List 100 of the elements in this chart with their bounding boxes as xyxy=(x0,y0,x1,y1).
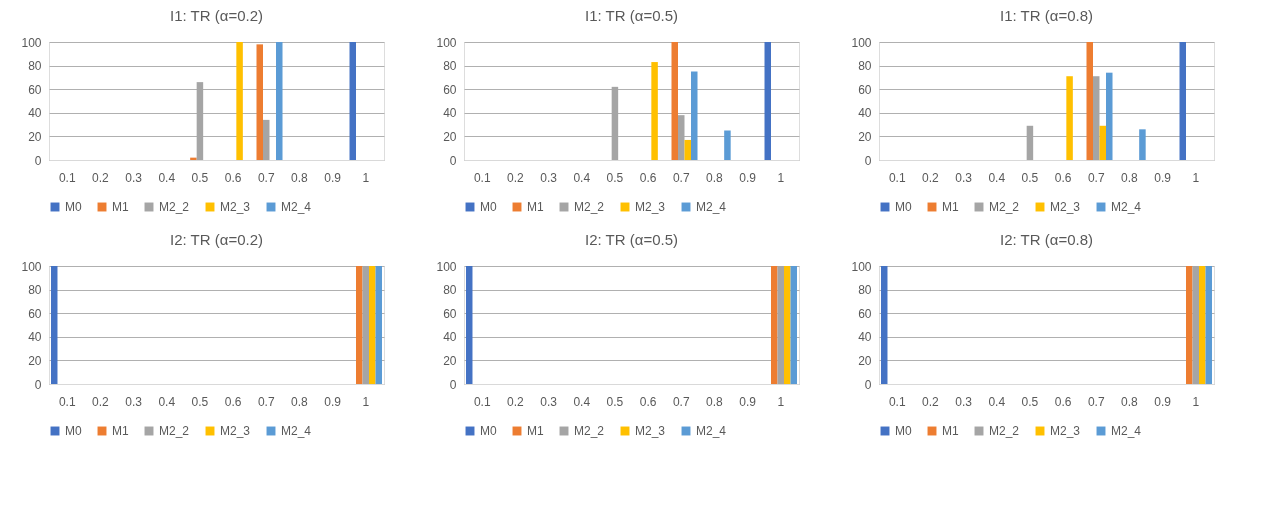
chart-title: I2: TR (α=0.2) xyxy=(169,231,264,248)
x-tick-label: 0.5 xyxy=(191,394,209,409)
x-tick-label: 0.6 xyxy=(1054,170,1072,185)
x-tick-label: 0.6 xyxy=(1054,394,1072,409)
legend-label: M2_3 xyxy=(1050,424,1081,438)
y-tick-label: 0 xyxy=(34,153,42,168)
bar xyxy=(651,62,658,160)
y-tick-label: 60 xyxy=(28,306,42,321)
y-tick-label: 20 xyxy=(858,129,872,144)
x-tick-label: 0.9 xyxy=(324,170,342,185)
x-tick-label: 0.5 xyxy=(1021,170,1039,185)
x-tick-label: 0.7 xyxy=(672,170,690,185)
bar xyxy=(764,42,771,160)
y-tick-label: 80 xyxy=(443,59,457,74)
y-tick-label: 100 xyxy=(851,259,872,274)
x-tick-label: 0.2 xyxy=(922,170,940,185)
x-tick-label: 1 xyxy=(1192,170,1200,185)
y-tick-label: 60 xyxy=(443,82,457,97)
x-tick-label: 0.7 xyxy=(257,394,275,409)
x-tick-label: 0.4 xyxy=(158,394,176,409)
y-tick-label: 60 xyxy=(858,82,872,97)
bar xyxy=(1099,125,1107,160)
bar xyxy=(276,42,283,160)
x-tick-label: 0.3 xyxy=(540,170,558,185)
x-tick-label: 0.2 xyxy=(507,170,525,185)
x-tick-label: 0.8 xyxy=(291,170,309,185)
x-tick-label: 0.8 xyxy=(706,394,724,409)
x-tick-label: 0.5 xyxy=(606,170,624,185)
legend-label: M2_2 xyxy=(574,200,605,214)
chart-title: I1: TR (α=0.2) xyxy=(169,7,264,24)
x-tick-label: 0.8 xyxy=(1121,170,1139,185)
bar xyxy=(1139,129,1146,160)
bar xyxy=(1066,76,1073,160)
x-tick-label: 0.6 xyxy=(639,170,657,185)
x-tick-label: 1 xyxy=(777,170,785,185)
y-tick-label: 80 xyxy=(443,283,457,298)
legend-label: M1 xyxy=(942,424,959,438)
legend-label: M2_3 xyxy=(635,424,666,438)
legend-label: M2_3 xyxy=(1050,200,1081,214)
bar xyxy=(349,42,356,160)
y-tick-label: 20 xyxy=(858,353,872,368)
y-tick-label: 100 xyxy=(21,259,42,274)
x-tick-label: 0.7 xyxy=(1087,394,1105,409)
y-tick-label: 80 xyxy=(858,59,872,74)
x-tick-label: 0.1 xyxy=(58,394,76,409)
x-tick-label: 0.7 xyxy=(672,394,690,409)
y-tick-label: 40 xyxy=(443,106,457,121)
legend-label: M0 xyxy=(480,200,497,214)
x-tick-label: 0.9 xyxy=(324,394,342,409)
x-tick-label: 0.4 xyxy=(988,394,1006,409)
bar xyxy=(256,44,263,160)
legend-label: M0 xyxy=(65,424,82,438)
bar xyxy=(1179,42,1186,160)
x-tick-label: 0.3 xyxy=(955,394,973,409)
y-tick-label: 0 xyxy=(449,377,457,392)
legend-label: M2_2 xyxy=(159,200,190,214)
x-tick-label: 0.7 xyxy=(257,170,275,185)
legend-label: M2_4 xyxy=(696,424,727,438)
y-tick-label: 80 xyxy=(28,283,42,298)
x-tick-label: 0.9 xyxy=(1154,170,1172,185)
x-tick-label: 0.4 xyxy=(573,170,591,185)
legend-label: M2_3 xyxy=(635,200,666,214)
x-tick-label: 0.5 xyxy=(191,170,209,185)
y-tick-label: 0 xyxy=(864,153,872,168)
x-tick-label: 0.5 xyxy=(1021,394,1039,409)
y-tick-label: 20 xyxy=(28,353,42,368)
legend-label: M2_3 xyxy=(220,200,251,214)
x-tick-label: 0.1 xyxy=(888,394,906,409)
x-tick-label: 0.6 xyxy=(224,394,242,409)
y-tick-label: 40 xyxy=(858,330,872,345)
bar xyxy=(684,139,692,160)
y-tick-label: 60 xyxy=(443,306,457,321)
x-tick-label: 1 xyxy=(777,394,785,409)
bar xyxy=(236,42,243,160)
x-tick-label: 0.6 xyxy=(224,170,242,185)
x-tick-label: 0.9 xyxy=(739,394,757,409)
legend-label: M0 xyxy=(895,424,912,438)
x-tick-label: 1 xyxy=(362,394,370,409)
x-tick-label: 0.8 xyxy=(706,170,724,185)
bar xyxy=(1086,42,1093,160)
y-tick-label: 20 xyxy=(28,129,42,144)
legend-label: M1 xyxy=(112,424,129,438)
legend-label: M0 xyxy=(65,200,82,214)
legend-label: M2_4 xyxy=(281,200,312,214)
x-tick-label: 0.2 xyxy=(922,394,940,409)
y-tick-label: 0 xyxy=(864,377,872,392)
legend-label: M2_2 xyxy=(989,200,1020,214)
y-tick-label: 60 xyxy=(858,306,872,321)
legend-label: M1 xyxy=(527,200,544,214)
x-tick-label: 0.1 xyxy=(473,394,491,409)
x-tick-label: 0.3 xyxy=(955,170,973,185)
y-tick-label: 40 xyxy=(443,330,457,345)
x-tick-label: 0.1 xyxy=(888,170,906,185)
legend-label: M2_4 xyxy=(1111,424,1142,438)
legend-label: M2_2 xyxy=(159,424,190,438)
legend-label: M2_4 xyxy=(696,200,727,214)
x-tick-label: 0.4 xyxy=(158,170,176,185)
x-tick-label: 0.1 xyxy=(473,170,491,185)
chart-title: I2: TR (α=0.5) xyxy=(584,231,679,248)
legend-label: M1 xyxy=(112,200,129,214)
